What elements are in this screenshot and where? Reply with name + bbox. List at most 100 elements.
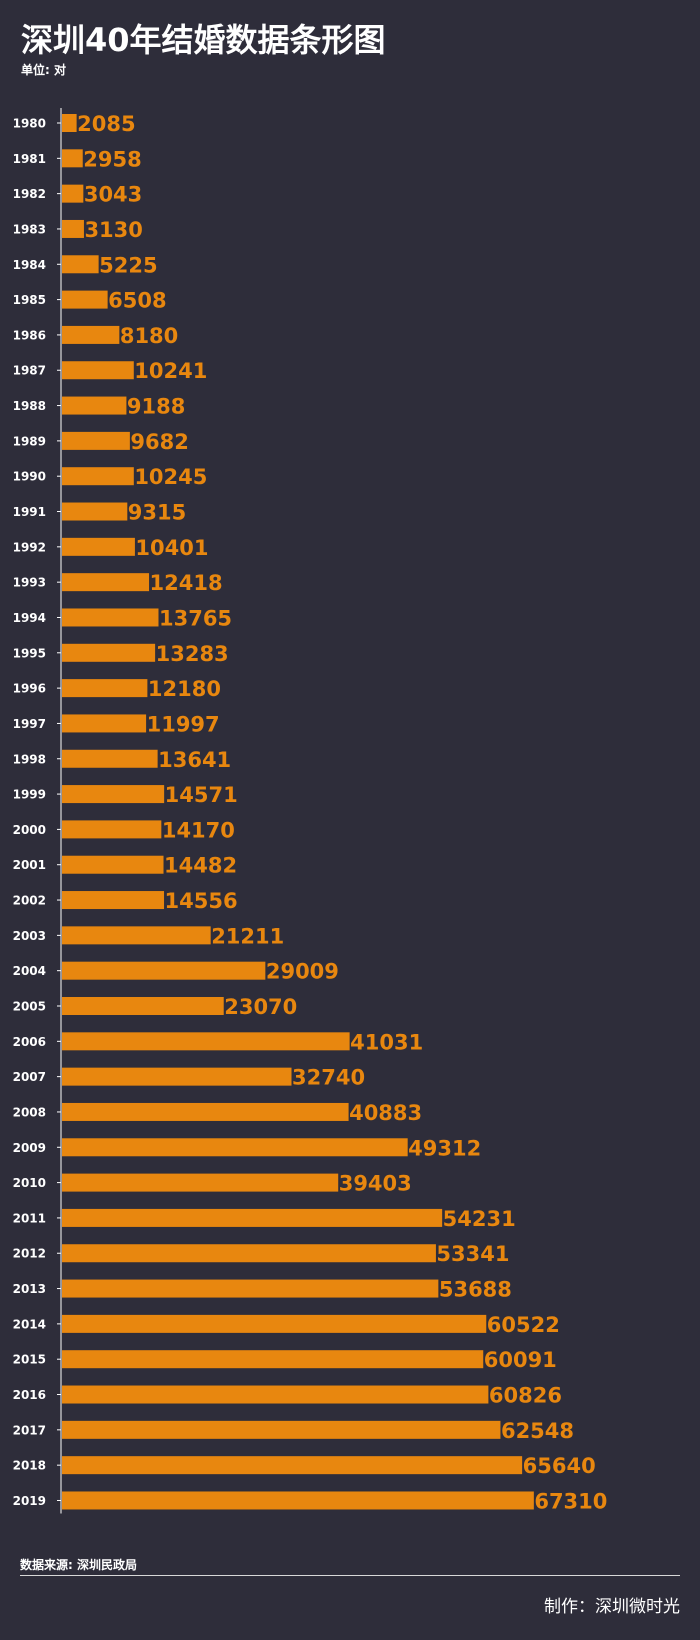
bar-value-label: 32740 [292,1066,365,1090]
bar-value-label: 41031 [350,1030,423,1054]
year-label: 1995 [13,646,46,660]
bar [62,643,156,662]
year-label: 2010 [13,1176,46,1190]
bar [62,573,150,592]
bar-value-label: 23070 [224,995,297,1019]
bar [62,290,108,309]
source-label: 数据来源: 深圳民政局 [20,1558,137,1572]
bar [62,1138,408,1157]
year-label: 1999 [13,788,46,802]
year-label: 1981 [13,152,46,166]
year-label: 1993 [13,576,46,590]
bar [62,714,147,733]
bar-value-label: 65640 [523,1454,596,1478]
bar-value-label: 67310 [534,1489,607,1513]
bar [62,1385,489,1404]
bar-value-label: 3130 [84,218,142,242]
bar [62,537,135,556]
year-label: 2005 [13,1000,46,1014]
year-label: 2006 [13,1035,46,1049]
bar [62,820,162,839]
bar-value-label: 60826 [489,1384,562,1408]
bar-value-label: 13641 [158,748,231,772]
year-label: 1991 [13,505,46,519]
year-label: 1987 [13,364,46,378]
year-label: 1980 [13,117,46,131]
bar-value-label: 14556 [165,889,238,913]
bar [62,679,148,698]
bar-value-label: 10241 [134,359,207,383]
bar [62,1032,350,1051]
year-label: 1990 [13,470,46,484]
bar [62,1173,339,1192]
bar [62,1067,292,1086]
bar [62,219,84,238]
bar-value-label: 40883 [349,1101,422,1125]
bar [62,1420,501,1439]
bar [62,997,224,1015]
year-label: 2004 [13,964,46,978]
year-label: 2002 [13,894,46,908]
bar [62,749,158,768]
bar-value-label: 2958 [83,147,141,171]
year-label: 1985 [13,293,46,307]
year-label: 1997 [13,717,46,731]
bar [62,467,134,486]
chart-title: 深圳40年结婚数据条形图 [21,21,386,59]
bar-value-label: 8180 [120,324,178,348]
bar-value-label: 49312 [408,1136,481,1160]
year-label: 1988 [13,399,46,413]
bar-value-label: 60522 [487,1313,560,1337]
year-label: 2012 [13,1247,46,1261]
bar [62,1314,487,1333]
bar [62,184,84,203]
year-label: 2011 [13,1211,46,1225]
year-label: 2017 [13,1423,46,1437]
bar-value-label: 53688 [439,1278,512,1302]
bar-value-label: 10245 [134,465,207,489]
bar [62,255,99,274]
year-label: 1983 [13,222,46,236]
year-label: 2019 [13,1494,46,1508]
year-label: 2013 [13,1282,46,1296]
bar [62,114,77,132]
year-label: 2008 [13,1105,46,1119]
credit-label: 制作：深圳微时光 [544,1597,680,1617]
bar [62,1244,436,1263]
year-label: 2014 [13,1317,46,1331]
bar [62,1491,534,1510]
year-label: 1984 [13,258,46,272]
bar [62,1102,349,1121]
year-label: 2003 [13,929,46,943]
year-label: 2007 [13,1070,46,1084]
bar [62,1456,523,1475]
year-label: 2009 [13,1141,46,1155]
year-label: 1986 [13,328,46,342]
year-label: 1982 [13,187,46,201]
bar-value-label: 5225 [99,253,157,277]
bar [62,502,128,521]
year-label: 2015 [13,1353,46,1367]
bar-value-label: 54231 [443,1207,516,1231]
bar [62,396,127,415]
bar-value-label: 2085 [77,112,135,136]
year-label: 1996 [13,682,46,696]
bar [62,149,83,168]
year-label: 2000 [13,823,46,837]
year-label: 2018 [13,1459,46,1473]
bar-value-label: 9188 [127,395,185,419]
bar [62,325,120,344]
bar-value-label: 62548 [501,1419,574,1443]
unit-label: 单位: 对 [21,63,66,77]
year-label: 1989 [13,434,46,448]
year-label: 1998 [13,752,46,766]
bar-value-label: 13283 [156,642,229,666]
bar-value-label: 29009 [266,960,339,984]
bar-value-label: 39403 [339,1172,412,1196]
footer-divider [20,1575,680,1576]
bar-value-label: 13765 [159,606,232,630]
bar [62,961,266,980]
bar-value-label: 60091 [484,1348,557,1372]
bar [62,361,134,380]
